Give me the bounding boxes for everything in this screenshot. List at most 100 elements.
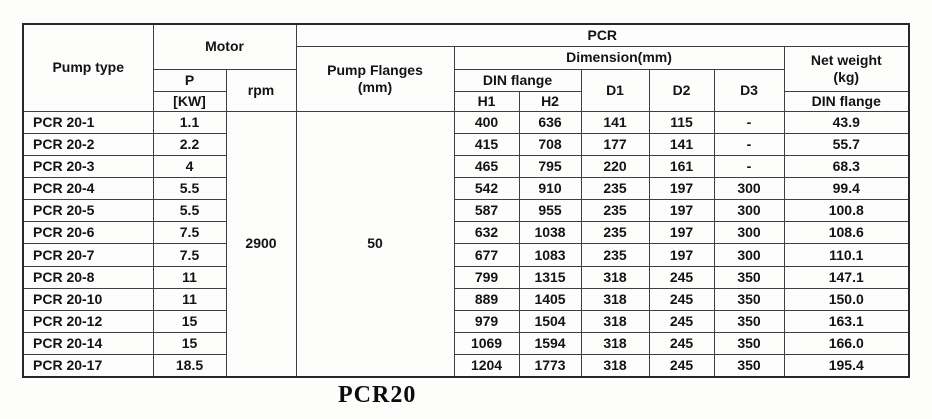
header-row-3: P rpm DIN flange D1 D2 D3 [23, 68, 909, 112]
table-row: PCR 20-1 1.1 2900 50 400 636 141 115-43.9 [22, 110, 910, 378]
cell-d2: 197 [648, 243, 715, 267]
cell-pump-type: PCR 20-14 [22, 332, 154, 356]
table-row: PCR 20-4 5.5 542 910 235 197 300 99.4 [22, 176, 910, 201]
cell-h1: 979 [453, 309, 520, 334]
table-row: PCR 20-8 11 799 1315 318 245 350 147.1 [22, 265, 910, 289]
table-row: PCR 20-3 4 465 795 220 161-68.3 [22, 154, 910, 178]
cell-net-weight: 110.1 [783, 243, 910, 267]
cell-d2: 245 [648, 354, 715, 378]
cell-pump-type: PCR 20-17 [22, 354, 154, 378]
cell-d3: 350 [713, 309, 785, 334]
cell-d1: 318 [580, 309, 650, 334]
cell-d1: 220 [580, 154, 650, 178]
cell-d2: 245 [648, 265, 715, 289]
table-row: PCR 20-5 5.5 587 955 235 197 300 100.8 [22, 199, 910, 223]
cell-p-kw: 4 [152, 154, 227, 178]
cell-pump-type: PCR 20-1 [22, 110, 154, 134]
cell-net-weight: 43.9 [783, 110, 910, 134]
cell-d2: 197 [648, 176, 715, 201]
cell-h2: 795 [518, 154, 582, 178]
header-pump-flanges-line1: Pump Flanges [327, 61, 423, 78]
cell-d2: 245 [648, 287, 715, 311]
cell-d3: 300 [713, 199, 785, 223]
header-d3: D3 [713, 68, 785, 112]
cell-d1: 235 [580, 176, 650, 201]
cell-h1: 632 [453, 221, 520, 245]
cell-d1: 318 [580, 287, 650, 311]
cell-net-weight: 150.0 [783, 287, 910, 311]
table-row: PCR 20-14 15 1069 1594 318 245 350 166.0 [22, 332, 910, 356]
cell-net-weight: 163.1 [783, 309, 910, 334]
cell-h2: 1315 [518, 265, 582, 289]
cell-pump-type: PCR 20-12 [22, 309, 154, 334]
cell-p-kw: 7.5 [152, 221, 227, 245]
cell-h2: 910 [518, 176, 582, 201]
cell-net-weight: 147.1 [783, 265, 910, 289]
cell-d3: 300 [713, 176, 785, 201]
table-row: PCR 20-12 15 979 1504 318 245 350 163.1 [22, 309, 910, 334]
cell-d3: 350 [713, 354, 785, 378]
cell-d2: 197 [648, 221, 715, 245]
cell-d2: 197 [648, 199, 715, 223]
table-row: PCR 20-17 18.5 1204 1773 318 245 350 195.4 [22, 354, 910, 378]
cell-h2: 1405 [518, 287, 582, 311]
header-row-4: [KW] H1 H2 DIN flange [23, 90, 910, 112]
header-pump-type: Pump type [22, 23, 154, 112]
cell-h2: 708 [518, 132, 582, 156]
cell-h2: 1038 [518, 221, 582, 245]
cell-h1: 415 [453, 132, 520, 156]
cell-h1: 799 [453, 265, 520, 289]
cell-p-kw: 2.2 [152, 132, 227, 156]
cell-p-kw: 5.5 [152, 176, 227, 201]
cell-d3: - [713, 132, 785, 156]
cell-d2: 245 [648, 309, 715, 334]
cell-pump-type: PCR 20-5 [22, 199, 154, 223]
table-row: PCR 20-2 2.2 415 708 177 141-55.7 [22, 132, 910, 156]
cell-d2: 115 [648, 110, 715, 134]
cell-net-weight: 55.7 [783, 132, 910, 156]
cell-d1: 141 [580, 110, 650, 134]
cell-net-weight: 195.4 [783, 354, 910, 378]
cell-pump-type: PCR 20-3 [22, 154, 154, 178]
cell-d1: 318 [580, 332, 650, 356]
header-net-weight: Net weight (kg) [783, 45, 910, 92]
cell-d3: 350 [713, 287, 785, 311]
table-row: PCR 20-7 7.5 677 1083 235 197 300 110.1 [22, 243, 910, 267]
cell-d1: 235 [580, 221, 650, 245]
header-p-unit: [KW] [152, 90, 227, 112]
cell-h1: 400 [453, 110, 520, 134]
header-motor: Motor [152, 23, 297, 70]
header-pump-flanges: Pump Flanges (mm) [295, 45, 455, 112]
cell-h1: 889 [453, 287, 520, 311]
header-net-weight-din-flange: DIN flange [783, 90, 910, 112]
cell-p-kw: 15 [152, 332, 227, 356]
cell-rpm-shared: 2900 [225, 110, 297, 378]
table-caption: PCR20 [338, 382, 417, 408]
table-row: PCR 20-6 7.5 632 1038 235 197 300 108.6 [22, 221, 910, 245]
cell-net-weight: 166.0 [783, 332, 910, 356]
cell-h2: 636 [518, 110, 582, 134]
cell-d3: - [713, 110, 785, 134]
cell-pump-type: PCR 20-2 [22, 132, 154, 156]
cell-d3: - [713, 154, 785, 178]
cell-h2: 1083 [518, 243, 582, 267]
header-rpm: rpm [225, 68, 297, 112]
cell-h1: 542 [453, 176, 520, 201]
header-net-weight-line1: Net weight [810, 51, 882, 68]
header-pcr: PCR [295, 23, 910, 47]
header-row-2: Pump Flanges (mm) Dimension(mm) Net weig… [23, 45, 910, 112]
cell-pump-type: PCR 20-6 [22, 221, 154, 245]
cell-d3: 350 [713, 265, 785, 289]
cell-d1: 177 [580, 132, 650, 156]
cell-d3: 350 [713, 332, 785, 356]
cell-p-kw: 11 [152, 265, 227, 289]
cell-pump-type: PCR 20-8 [22, 265, 154, 289]
cell-pump-type: PCR 20-7 [22, 243, 154, 267]
table-row: PCR 20-10 11 889 1405 318 245 350 150.0 [22, 287, 910, 311]
header-pump-flanges-line2: (mm) [357, 78, 393, 95]
cell-net-weight: 99.4 [783, 176, 910, 201]
header-net-weight-line2: (kg) [833, 68, 860, 85]
cell-net-weight: 68.3 [783, 154, 910, 178]
header-h2: H2 [518, 90, 582, 112]
